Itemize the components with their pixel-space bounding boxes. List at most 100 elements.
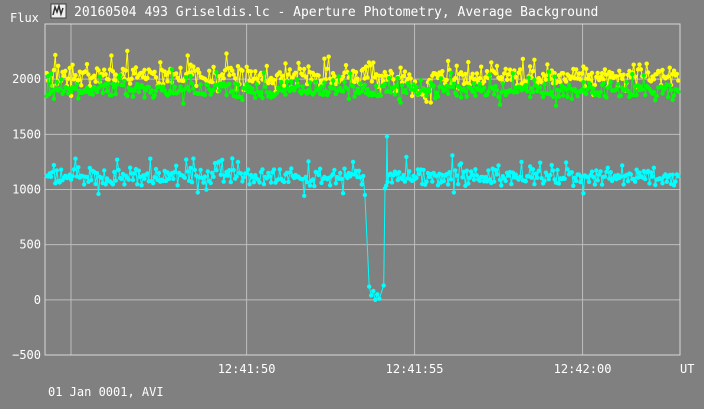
data-point [211, 87, 216, 92]
data-point [463, 71, 468, 77]
data-point [280, 73, 285, 79]
data-point [48, 71, 54, 76]
data-point [494, 63, 500, 69]
data-point [428, 80, 433, 85]
data-point [251, 180, 257, 185]
data-point [165, 170, 170, 175]
data-point [389, 180, 395, 185]
data-point [129, 76, 134, 82]
data-point [445, 182, 451, 187]
data-point [97, 74, 103, 79]
data-point [527, 164, 533, 169]
data-point [492, 179, 497, 184]
data-point [581, 80, 586, 85]
data-point [513, 74, 518, 80]
data-point [569, 170, 574, 175]
data-point [230, 68, 235, 73]
data-point [417, 90, 422, 96]
data-point [494, 172, 500, 177]
data-point [565, 167, 570, 172]
data-point [506, 173, 511, 178]
data-point [404, 154, 409, 160]
data-point [386, 76, 392, 81]
data-point [458, 95, 464, 100]
data-point [217, 88, 222, 93]
data-point [140, 85, 146, 90]
data-point [417, 171, 422, 177]
data-point [136, 168, 141, 173]
data-point [670, 172, 675, 177]
data-point [516, 70, 521, 76]
data-point [81, 182, 87, 187]
data-point [234, 174, 239, 179]
data-point [458, 161, 464, 166]
data-point [361, 86, 366, 91]
data-point [142, 95, 147, 100]
data-point [361, 66, 366, 72]
data-point [67, 65, 72, 71]
data-point [666, 95, 671, 100]
data-point [595, 178, 600, 183]
data-point [523, 179, 528, 184]
data-point [211, 174, 216, 179]
data-point [634, 92, 639, 98]
data-point [345, 86, 350, 92]
data-point [112, 169, 117, 175]
data-point [377, 296, 382, 301]
data-point [139, 70, 144, 76]
data-point [148, 156, 153, 161]
data-point [555, 167, 560, 173]
data-point [637, 170, 642, 175]
data-point [638, 67, 644, 72]
series-3 [44, 134, 681, 302]
data-point [399, 176, 405, 182]
data-point [165, 79, 170, 84]
data-point [460, 175, 465, 180]
data-point [427, 89, 432, 94]
data-point [313, 79, 318, 85]
data-point [346, 96, 351, 102]
data-point [668, 88, 674, 93]
data-point [575, 93, 580, 99]
data-point [106, 81, 111, 86]
data-point [375, 292, 380, 297]
data-point [132, 171, 137, 176]
data-point [447, 170, 452, 175]
data-point [456, 182, 461, 187]
data-point [424, 99, 429, 104]
data-point [127, 81, 133, 86]
data-point [260, 167, 265, 172]
data-point [542, 73, 547, 78]
data-point [397, 170, 402, 175]
data-point [289, 79, 294, 84]
data-point [637, 62, 642, 67]
data-point [430, 179, 435, 184]
data-point [379, 73, 385, 79]
data-point [281, 83, 287, 88]
data-point [607, 84, 612, 89]
data-point [540, 94, 546, 100]
y-tick-label: 500 [19, 238, 41, 252]
data-point [202, 92, 208, 98]
data-point [304, 179, 310, 185]
data-point [424, 179, 429, 184]
data-point [116, 167, 121, 173]
data-point [378, 93, 383, 98]
data-point [604, 169, 609, 174]
data-point [438, 73, 444, 78]
data-point [542, 82, 547, 87]
data-point [76, 165, 81, 170]
data-point [507, 67, 513, 72]
data-point [479, 64, 484, 69]
data-point [332, 86, 337, 91]
data-point [96, 86, 101, 91]
data-point [191, 86, 196, 91]
data-point [569, 96, 574, 102]
data-point [166, 70, 172, 75]
data-point [586, 179, 592, 185]
data-point [198, 167, 203, 173]
series-1 [44, 48, 681, 105]
data-point [493, 167, 498, 173]
data-point [238, 171, 244, 176]
data-point [104, 89, 110, 94]
